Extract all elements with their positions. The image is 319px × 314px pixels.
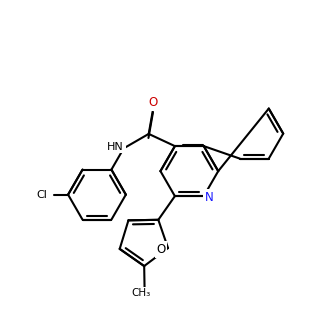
Text: O: O [149, 96, 158, 109]
Text: HN: HN [107, 142, 124, 152]
Text: Cl: Cl [36, 190, 47, 200]
Text: N: N [205, 191, 214, 203]
Text: O: O [157, 243, 166, 256]
Text: CH₃: CH₃ [132, 288, 151, 298]
